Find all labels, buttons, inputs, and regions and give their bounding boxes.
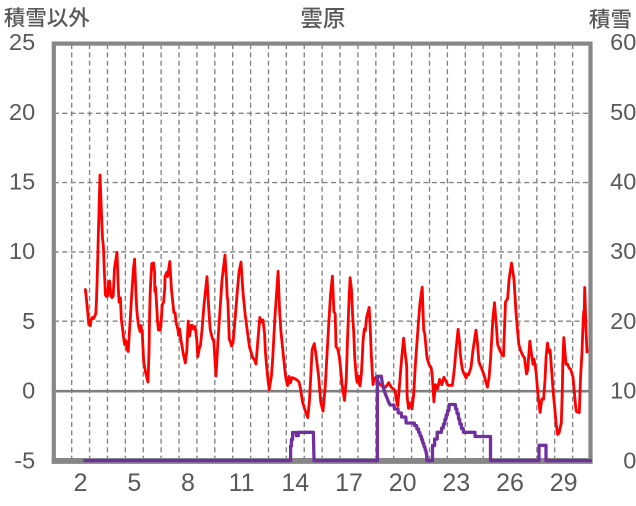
svg-text:15: 15 — [9, 169, 35, 195]
svg-text:-5: -5 — [14, 447, 35, 473]
svg-text:20: 20 — [610, 308, 636, 334]
svg-text:26: 26 — [496, 469, 524, 497]
svg-text:40: 40 — [610, 169, 636, 195]
svg-text:0: 0 — [22, 378, 35, 404]
svg-text:5: 5 — [127, 469, 141, 497]
svg-text:14: 14 — [281, 469, 309, 497]
svg-text:20: 20 — [9, 99, 35, 125]
svg-text:5: 5 — [22, 308, 35, 334]
svg-text:10: 10 — [610, 378, 636, 404]
svg-text:2: 2 — [74, 469, 88, 497]
svg-text:11: 11 — [229, 469, 255, 497]
svg-text:0: 0 — [623, 447, 636, 473]
svg-text:17: 17 — [335, 469, 363, 497]
svg-text:50: 50 — [610, 99, 636, 125]
svg-text:20: 20 — [389, 469, 417, 497]
svg-text:8: 8 — [181, 469, 195, 497]
svg-text:25: 25 — [9, 29, 35, 55]
svg-text:10: 10 — [9, 238, 35, 264]
svg-text:23: 23 — [442, 469, 470, 497]
svg-text:30: 30 — [610, 238, 636, 264]
svg-text:60: 60 — [610, 29, 636, 55]
svg-text:29: 29 — [550, 469, 578, 497]
